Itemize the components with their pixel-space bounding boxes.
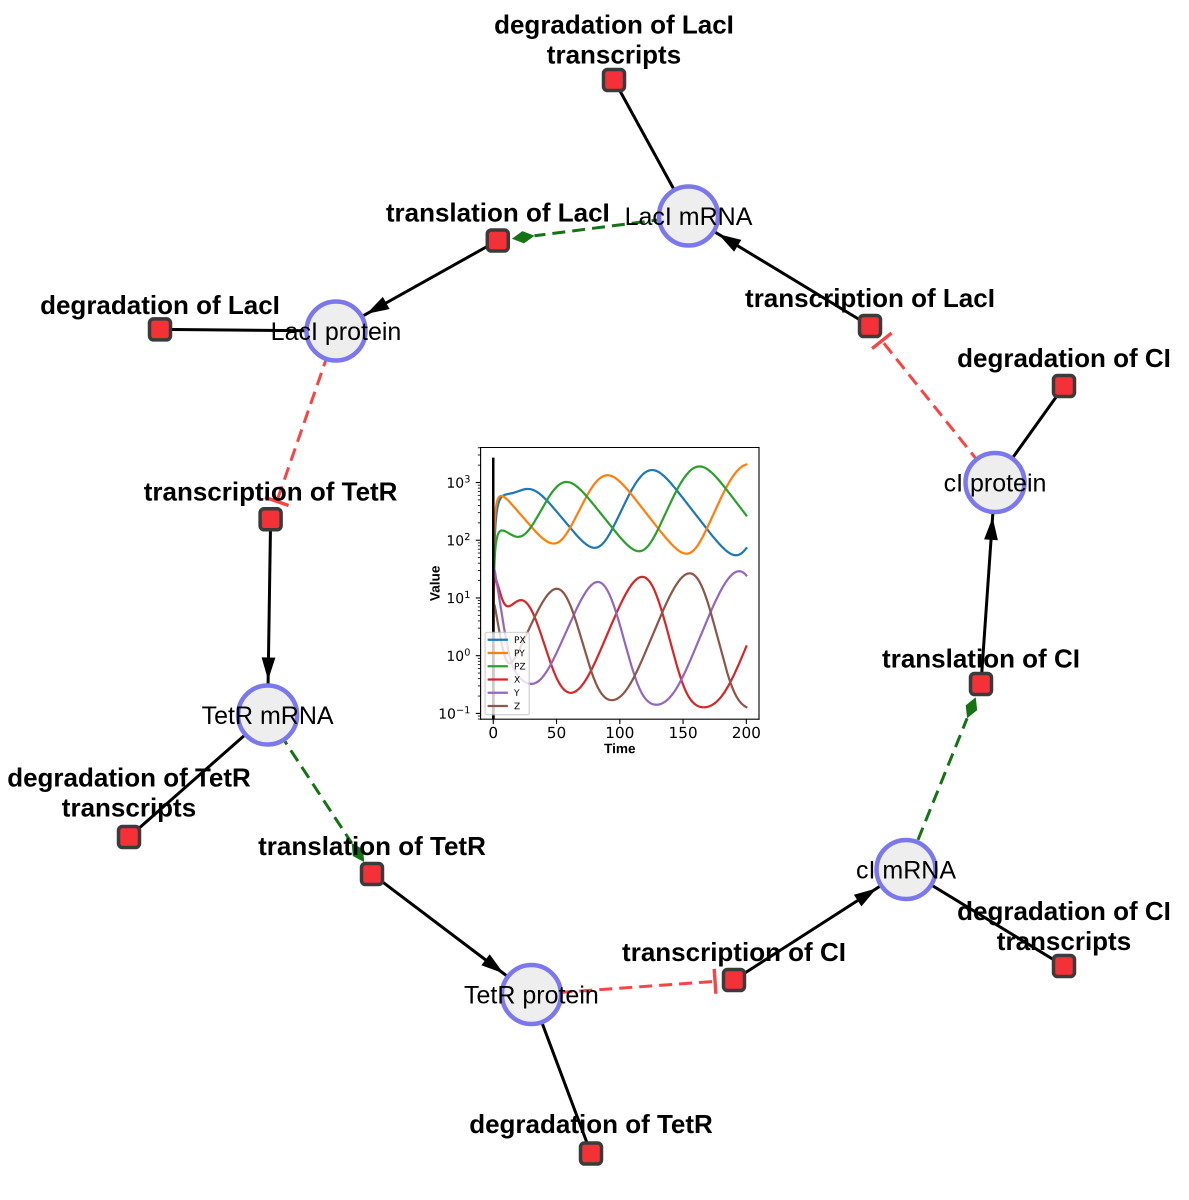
svg-text:transcripts: transcripts — [62, 793, 196, 823]
svg-text:degradation of LacI: degradation of LacI — [40, 290, 280, 320]
svg-text:degradation of CI: degradation of CI — [957, 896, 1171, 926]
svg-text:TetR protein: TetR protein — [464, 982, 599, 1010]
svg-text:cI mRNA: cI mRNA — [856, 857, 956, 885]
svg-text:translation of TetR: translation of TetR — [258, 831, 486, 861]
svg-text:degradation of CI: degradation of CI — [957, 343, 1171, 373]
svg-text:LacI mRNA: LacI mRNA — [625, 203, 753, 231]
svg-text:transcription of CI: transcription of CI — [622, 937, 846, 967]
svg-text:transcription of LacI: transcription of LacI — [745, 283, 995, 313]
svg-text:transcription of TetR: transcription of TetR — [144, 476, 398, 506]
svg-text:transcripts: transcripts — [997, 926, 1131, 956]
svg-text:transcripts: transcripts — [547, 39, 681, 69]
svg-text:TetR mRNA: TetR mRNA — [202, 702, 334, 730]
svg-text:cI protein: cI protein — [944, 470, 1047, 498]
svg-text:translation of CI: translation of CI — [882, 644, 1080, 674]
svg-text:translation of LacI: translation of LacI — [386, 198, 610, 228]
svg-text:degradation of LacI: degradation of LacI — [494, 9, 734, 39]
svg-text:degradation of TetR: degradation of TetR — [7, 763, 251, 793]
svg-text:LacI protein: LacI protein — [271, 318, 402, 346]
svg-text:degradation of TetR: degradation of TetR — [469, 1109, 713, 1139]
